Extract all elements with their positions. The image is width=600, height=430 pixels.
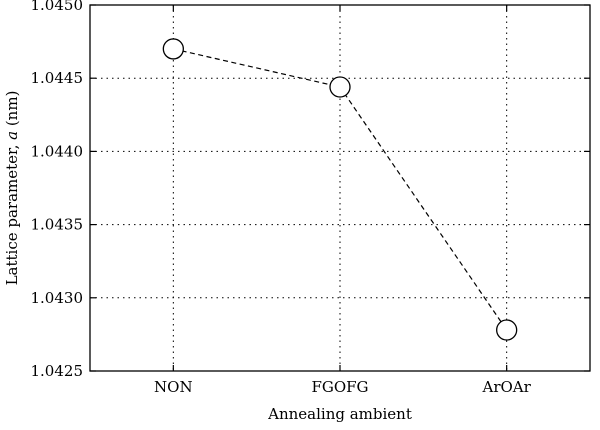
data-point (162, 38, 184, 60)
y-tick-label: 1.0435 (31, 216, 84, 234)
x-axis-title: Annealing ambient (267, 405, 412, 423)
y-axis-title: Lattice parameter, a (nm) (3, 91, 21, 286)
grid-layer (90, 5, 590, 371)
y-tick-label: 1.0445 (31, 69, 84, 87)
y-axis-title-suffix: (nm) (3, 91, 21, 131)
y-tick-label: 1.0440 (31, 142, 84, 160)
x-tick-label: ArOAr (482, 378, 532, 396)
data-point (329, 76, 351, 98)
data-point (496, 319, 518, 341)
y-axis-title-prefix: Lattice parameter, (3, 140, 21, 286)
series-layer (162, 38, 518, 341)
y-tick-label: 1.0450 (31, 0, 84, 14)
ticks-layer: 1.0425 1.0430 1.0435 1.0440 1.0445 1.0450 NON F… (31, 0, 590, 396)
x-tick-label: NON (154, 378, 193, 396)
x-tick-label: FGOFG (311, 378, 368, 396)
plot-frame (89, 4, 591, 372)
y-tick-label: 1.0430 (31, 289, 84, 307)
y-axis-title-variable: a (3, 131, 21, 140)
y-tick-label: 1.0425 (31, 362, 84, 380)
